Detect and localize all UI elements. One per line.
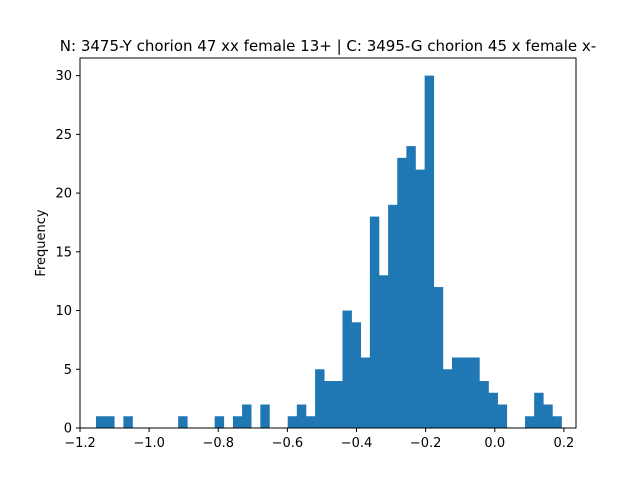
histogram-bar	[461, 357, 471, 428]
y-tick-label: 25	[55, 128, 72, 143]
histogram-bar	[232, 416, 243, 428]
histogram-bar	[351, 322, 362, 428]
histogram-bar	[378, 275, 389, 428]
y-tick-label: 30	[55, 69, 72, 84]
histogram-bar	[214, 416, 225, 428]
x-tick-label: −0.8	[202, 436, 234, 451]
histogram-bar	[415, 169, 425, 428]
histogram-bar	[534, 392, 544, 428]
histogram-bar	[360, 357, 371, 428]
y-tick-label: 15	[55, 245, 72, 260]
y-tick-label: 10	[55, 304, 72, 319]
histogram-bar	[296, 404, 307, 428]
histogram-bar	[388, 204, 398, 428]
x-tick-label: 0.0	[484, 436, 505, 451]
x-tick-label: −0.2	[410, 436, 442, 451]
histogram-bar	[525, 416, 535, 428]
histogram-bar	[543, 404, 553, 428]
x-axis-ticks: −1.2 −1.0 −0.8 −0.6 −0.4 −0.2 0.0 0.2	[64, 428, 574, 451]
bars-group	[96, 75, 562, 429]
histogram-bar	[96, 416, 106, 428]
x-tick-label: −1.0	[133, 436, 165, 451]
histogram-bar	[406, 146, 416, 428]
histogram-bar	[123, 416, 133, 428]
histogram-bar	[324, 381, 334, 428]
y-axis-label: Frequency	[34, 209, 49, 276]
histogram-bar	[105, 416, 115, 428]
histogram-bar	[442, 369, 453, 428]
y-tick-label: 0	[64, 422, 72, 437]
y-tick-label: 20	[55, 187, 72, 202]
x-tick-label: −1.2	[64, 436, 96, 451]
histogram-bar	[433, 287, 444, 428]
histogram-bar	[260, 404, 270, 428]
y-axis-ticks: 0 5 10 15 20 25 30	[55, 69, 80, 437]
histogram-bar	[452, 357, 462, 428]
x-tick-label: −0.4	[341, 436, 373, 451]
histogram-bar	[497, 404, 508, 428]
histogram-bar	[470, 357, 480, 428]
histogram-bar	[287, 416, 298, 428]
histogram-bar	[424, 75, 435, 429]
histogram-bar	[397, 157, 407, 428]
histogram-bar	[342, 310, 352, 428]
plot-frame	[79, 57, 577, 429]
histogram-bar	[315, 369, 325, 428]
x-tick-label: −0.6	[272, 436, 304, 451]
histogram-bar	[333, 381, 343, 428]
histogram-bar	[305, 416, 316, 428]
chart-title: N: 3475-Y chorion 47 xx female 13+ | C: …	[60, 37, 596, 55]
histogram-bar	[479, 381, 489, 428]
histogram-bar	[242, 404, 252, 428]
histogram-bar	[178, 416, 188, 428]
x-tick-label: 0.2	[554, 436, 575, 451]
histogram-bar	[369, 216, 380, 428]
y-tick-label: 5	[64, 363, 72, 378]
histogram-bar	[488, 392, 498, 428]
histogram-bar	[552, 416, 562, 428]
